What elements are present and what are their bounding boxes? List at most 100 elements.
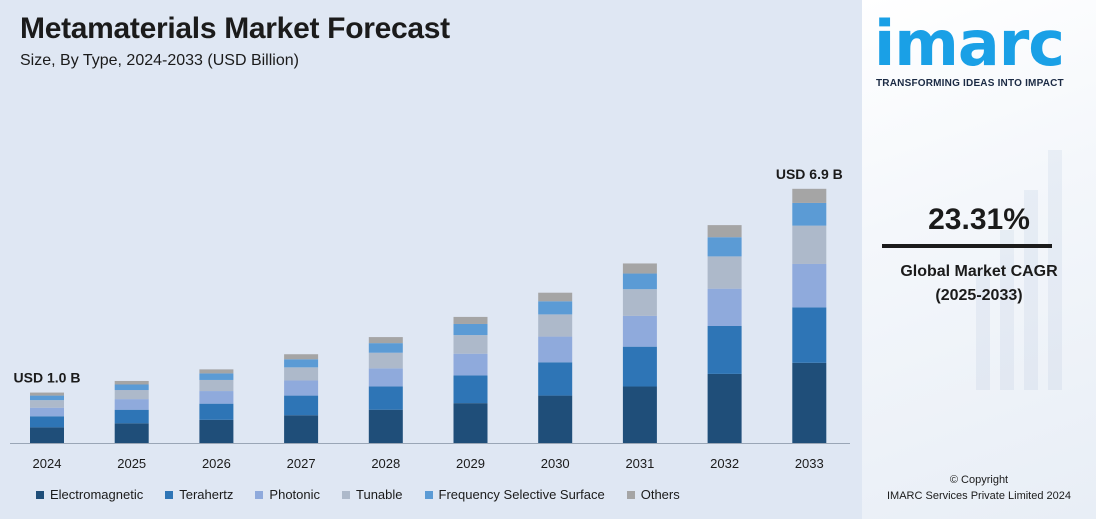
bar-segment-photonic-2033 xyxy=(792,263,827,308)
bar-segment-tunable-2031 xyxy=(622,289,657,316)
bar-segment-tunable-2028 xyxy=(368,352,403,369)
bar-segment-tunable-2026 xyxy=(199,379,234,392)
bar-segment-photonic-2032 xyxy=(707,288,742,326)
cagr-label-line2: (2025-2033) xyxy=(935,287,1023,304)
legend-swatch xyxy=(36,490,44,499)
bar-segment-others-2026 xyxy=(199,369,234,374)
bar-segment-frequency-selective-surface-2031 xyxy=(622,273,657,290)
bar-segment-others-2033 xyxy=(792,188,827,203)
legend-swatch xyxy=(626,490,635,499)
bar-segment-electromagnetic-2030 xyxy=(538,395,573,443)
bar-segment-terahertz-2031 xyxy=(622,346,657,387)
decorative-chart-icon xyxy=(976,150,1062,390)
bar-segment-tunable-2025 xyxy=(114,390,149,400)
bar-segment-others-2028 xyxy=(368,337,403,344)
legend-label: Frequency Selective Surface xyxy=(438,487,605,502)
chart-title: Metamaterials Market Forecast xyxy=(20,12,450,45)
cagr-divider xyxy=(882,244,1052,248)
legend-label: Others xyxy=(640,487,680,502)
bar-segment-terahertz-2025 xyxy=(114,409,149,424)
bar-segment-frequency-selective-surface-2033 xyxy=(792,202,827,226)
bar-segment-terahertz-2026 xyxy=(199,403,234,420)
bar-segment-terahertz-2028 xyxy=(368,386,403,410)
logo-tagline: TRANSFORMING IDEAS INTO IMPACT xyxy=(876,78,1064,89)
brand-panel: imarc TRANSFORMING IDEAS INTO IMPACT 23.… xyxy=(862,0,1096,519)
bar-segment-tunable-2032 xyxy=(707,256,742,289)
bar-segment-electromagnetic-2033 xyxy=(792,362,827,443)
chart-subtitle: Size, By Type, 2024-2033 (USD Billion) xyxy=(20,52,299,69)
bar-segment-others-2024 xyxy=(30,392,64,396)
bar-segment-photonic-2031 xyxy=(622,315,657,347)
bar-segment-others-2029 xyxy=(453,316,488,324)
chart-legend: Electromagnetic Terahertz Photonic Tunable F… xyxy=(36,487,836,502)
bar-segment-others-2031 xyxy=(622,263,657,274)
bar-segment-electromagnetic-2026 xyxy=(199,419,234,443)
bar-segment-frequency-selective-surface-2028 xyxy=(368,343,403,353)
bar-segment-electromagnetic-2031 xyxy=(622,386,657,443)
bar-segment-terahertz-2029 xyxy=(453,375,488,404)
bar-segment-electromagnetic-2025 xyxy=(114,423,149,443)
bar-segment-frequency-selective-surface-2027 xyxy=(284,359,319,368)
cagr-value: 23.31% xyxy=(928,203,1030,236)
bar-segment-electromagnetic-2029 xyxy=(453,403,488,443)
legend-label: Terahertz xyxy=(179,487,234,502)
bar-segment-photonic-2026 xyxy=(199,391,234,404)
chart-panel: Metamaterials Market Forecast Size, By T… xyxy=(10,12,850,502)
bar-segment-tunable-2030 xyxy=(538,314,573,337)
bar-segment-photonic-2025 xyxy=(114,399,149,410)
bar-segment-electromagnetic-2028 xyxy=(368,409,403,443)
legend-swatch xyxy=(342,490,351,499)
legend-label: Tunable xyxy=(356,487,403,502)
bar-segment-photonic-2029 xyxy=(453,353,488,376)
x-tick-label-2024: 2024 xyxy=(33,456,62,471)
bar-segment-terahertz-2027 xyxy=(284,395,319,416)
bar-segment-tunable-2027 xyxy=(284,367,319,381)
bar-segment-frequency-selective-surface-2024 xyxy=(30,395,64,401)
legend-label: Photonic xyxy=(269,487,321,502)
x-tick-label-2029: 2029 xyxy=(456,456,485,471)
legend-item-tunable: Tunable xyxy=(342,487,403,502)
logo-wordmark: imarc xyxy=(874,7,1065,80)
annotation-first-value: USD 1.0 B xyxy=(14,370,81,386)
annotation-last-value: USD 6.9 B xyxy=(776,166,843,182)
legend-label: Electromagnetic xyxy=(50,487,144,502)
legend-swatch xyxy=(255,490,264,499)
bar-segment-terahertz-2030 xyxy=(538,362,573,396)
bar-segment-frequency-selective-surface-2029 xyxy=(453,323,488,336)
legend-swatch xyxy=(424,490,433,499)
bar-segment-photonic-2030 xyxy=(538,336,573,363)
bar-segment-terahertz-2033 xyxy=(792,307,827,363)
bar-segment-others-2027 xyxy=(284,354,319,360)
bar-segment-photonic-2024 xyxy=(30,407,64,417)
bar-segment-others-2030 xyxy=(538,292,573,302)
cagr-label-line1: Global Market CAGR xyxy=(900,263,1058,280)
copyright: © Copyright IMARC Services Private Limit… xyxy=(862,472,1096,504)
bar-segment-photonic-2027 xyxy=(284,380,319,396)
stacked-bar-chart: 2024 2025 2026 2027 2028 2029 2030 2031 2032 2033… xyxy=(10,166,850,471)
bar-segment-frequency-selective-surface-2025 xyxy=(114,384,149,391)
cagr-label: Global Market CAGR (2025-2033) xyxy=(862,260,1096,308)
bar-segment-tunable-2033 xyxy=(792,225,827,264)
bar-segment-tunable-2029 xyxy=(453,335,488,354)
bar-segment-frequency-selective-surface-2032 xyxy=(707,237,742,257)
bar-segment-tunable-2024 xyxy=(30,400,64,408)
bar-segment-others-2025 xyxy=(114,380,149,385)
legend-item-photonic: Photonic xyxy=(255,487,320,502)
bar-segment-frequency-selective-surface-2030 xyxy=(538,301,573,315)
copyright-line2: IMARC Services Private Limited 2024 xyxy=(886,490,1071,502)
x-tick-label-2031: 2031 xyxy=(625,456,654,471)
x-tick-label-2026: 2026 xyxy=(202,456,231,471)
imarc-logo: imarc TRANSFORMING IDEAS INTO IMPACT xyxy=(874,7,1088,90)
legend-item-electromagnetic: Electromagnetic xyxy=(36,487,143,502)
x-tick-label-2033: 2033 xyxy=(795,456,824,471)
x-tick-label-2027: 2027 xyxy=(287,456,316,471)
bar-segment-electromagnetic-2027 xyxy=(284,415,319,443)
copyright-line1: © Copyright xyxy=(949,474,1009,486)
x-tick-label-2025: 2025 xyxy=(117,456,146,471)
bar-segment-frequency-selective-surface-2026 xyxy=(199,373,234,380)
bar-segment-electromagnetic-2024 xyxy=(30,427,64,443)
legend-item-terahertz: Terahertz xyxy=(165,487,233,502)
legend-item-others: Others xyxy=(626,487,680,502)
legend-item-frequency-selective-surface: Frequency Selective Surface xyxy=(424,487,605,502)
bar-segment-terahertz-2032 xyxy=(707,325,742,374)
